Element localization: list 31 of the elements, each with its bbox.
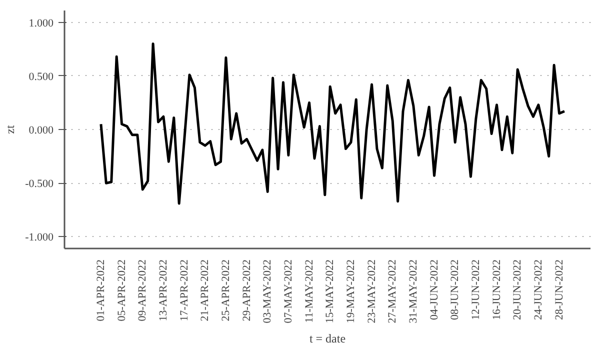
x-tick-label: 20-JUN-2022: [512, 259, 524, 320]
x-tick-label: 01-APR-2022: [94, 259, 107, 322]
line-series: [100, 42, 566, 205]
y-tick-label: -0.500: [25, 178, 54, 190]
x-tick-label: 23-MAY-2022: [366, 260, 378, 324]
x-tick-label: 13-APR-2022: [157, 259, 170, 322]
x-tick-label: 19-MAY-2022: [344, 260, 357, 324]
x-tick-label: 08-JUN-2022: [449, 259, 462, 320]
x-tick-label: 31-MAY-2022: [407, 260, 420, 324]
y-tick-label: -1.000: [25, 232, 54, 244]
x-tick-label: 16-JUN-2022: [490, 259, 503, 320]
x-tick-label: 05-APR-2022: [116, 259, 128, 322]
x-tick-label: 24-JUN-2022: [532, 259, 544, 320]
x-axis-title: t = date: [309, 331, 346, 346]
y-axis-title: zt: [3, 124, 18, 134]
x-tick-label: 27-MAY-2022: [386, 260, 399, 324]
x-tick-label: 28-JUN-2022: [553, 259, 566, 320]
y-tick-label: 0.000: [28, 124, 54, 136]
x-tick-label: 12-JUN-2022: [470, 259, 482, 320]
x-tick-label: 09-APR-2022: [136, 259, 149, 322]
x-tick-label: 11-MAY-2022: [303, 260, 316, 323]
x-tick-label: 29-APR-2022: [240, 259, 253, 322]
x-tick-label: 25-APR-2022: [220, 259, 232, 322]
x-tick-label: 21-APR-2022: [199, 259, 212, 322]
x-tick-label: 17-APR-2022: [178, 259, 190, 322]
y-tick-label: 0.500: [28, 70, 54, 83]
x-tick-label: 03-MAY-2022: [262, 260, 274, 324]
y-tick-label: 1.000: [28, 17, 54, 30]
x-tick-label: 15-MAY-2022: [324, 260, 336, 324]
x-tick-label: 07-MAY-2022: [282, 260, 294, 324]
x-tick-label: 04-JUN-2022: [428, 259, 440, 320]
